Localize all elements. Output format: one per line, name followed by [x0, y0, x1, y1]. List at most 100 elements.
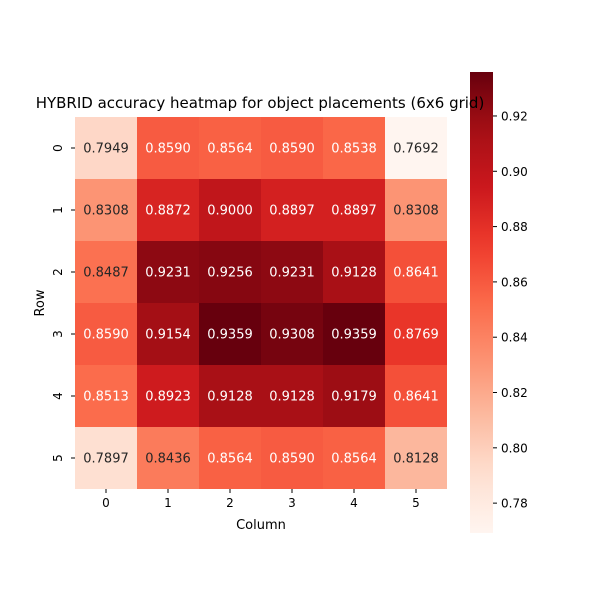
heatmap-cell: [261, 303, 323, 365]
heatmap-cell: [261, 117, 323, 179]
heatmap-cell: [75, 365, 137, 427]
cell-value-label: 0.8487: [83, 266, 129, 281]
cell-value-label: 0.8513: [83, 390, 129, 405]
heatmap-cell: [75, 427, 137, 489]
chart-title: HYBRID accuracy heatmap for object place…: [36, 94, 485, 112]
heatmap-cell: [199, 365, 261, 427]
cell-value-label: 0.8308: [83, 204, 129, 219]
heatmap-cell: [385, 179, 447, 241]
heatmap-cell: [323, 365, 385, 427]
heatmap-cell: [261, 427, 323, 489]
cell-value-label: 0.9179: [331, 390, 377, 405]
y-tick-label: 2: [51, 268, 65, 276]
heatmap-cell: [137, 303, 199, 365]
heatmap-cell: [261, 241, 323, 303]
heatmap-cell: [261, 365, 323, 427]
y-tick-label: 3: [51, 330, 65, 338]
cell-value-label: 0.9128: [207, 390, 253, 405]
cell-value-label: 0.8641: [393, 266, 439, 281]
x-tick-label: 1: [164, 496, 172, 510]
cell-value-label: 0.9359: [207, 328, 253, 343]
heatmap-cell: [385, 427, 447, 489]
cell-value-label: 0.8590: [269, 142, 315, 157]
heatmap-cell: [137, 365, 199, 427]
colorbar-tick-label: 0.82: [501, 386, 528, 400]
colorbar-tick-label: 0.80: [501, 441, 528, 455]
x-tick-label: 2: [226, 496, 234, 510]
cell-value-label: 0.8590: [145, 142, 191, 157]
cell-value-label: 0.7692: [393, 142, 439, 157]
y-tick-label: 0: [51, 144, 65, 152]
x-tick-label: 3: [288, 496, 296, 510]
heatmap-cell: [137, 117, 199, 179]
heatmap-cell: [385, 241, 447, 303]
colorbar-tick-label: 0.78: [501, 497, 528, 511]
y-axis-ticks: 0 1 2 3 4 5: [51, 144, 75, 462]
x-axis-label: Column: [236, 518, 286, 533]
heatmap-cells: [75, 117, 447, 489]
cell-value-label: 0.8538: [331, 142, 377, 157]
cell-value-label: 0.9000: [207, 204, 253, 219]
x-axis-ticks: 0 1 2 3 4 5: [102, 489, 420, 510]
heatmap-cell: [323, 179, 385, 241]
y-tick-label: 1: [51, 206, 65, 214]
cell-value-label: 0.9128: [269, 390, 315, 405]
heatmap-cell: [261, 179, 323, 241]
heatmap-cell: [199, 117, 261, 179]
cell-value-label: 0.8308: [393, 204, 439, 219]
cell-value-label: 0.9128: [331, 266, 377, 281]
heatmap-cell: [385, 303, 447, 365]
colorbar-tick-label: 0.84: [501, 331, 528, 345]
x-tick-label: 5: [412, 496, 420, 510]
heatmap-cell: [75, 179, 137, 241]
cell-value-label: 0.8641: [393, 390, 439, 405]
heatmap-cell: [323, 241, 385, 303]
cell-value-label: 0.8897: [269, 204, 315, 219]
colorbar-tick-label: 0.86: [501, 275, 528, 289]
colorbar-gradient: [470, 72, 493, 533]
cell-value-label: 0.8923: [145, 390, 191, 405]
colorbar-tick-label: 0.92: [501, 109, 528, 123]
heatmap-cell: [75, 241, 137, 303]
cell-value-label: 0.8128: [393, 452, 439, 467]
cell-value-label: 0.8872: [145, 204, 191, 219]
cell-value-label: 0.9154: [145, 328, 191, 343]
cell-value-label: 0.7897: [83, 452, 129, 467]
x-tick-label: 0: [102, 496, 110, 510]
heatmap-cell: [137, 427, 199, 489]
cell-value-label: 0.9359: [331, 328, 377, 343]
heatmap-cell: [199, 179, 261, 241]
cell-value-label: 0.8590: [83, 328, 129, 343]
cell-value-label: 0.9231: [145, 266, 191, 281]
cell-value-label: 0.7949: [83, 142, 129, 157]
cell-value-label: 0.9231: [269, 266, 315, 281]
cell-value-label: 0.8564: [207, 452, 253, 467]
heatmap-cell: [199, 427, 261, 489]
heatmap-cell: [199, 303, 261, 365]
heatmap-cell: [323, 117, 385, 179]
y-axis-label: Row: [33, 289, 48, 316]
heatmap-cell: [199, 241, 261, 303]
cell-value-label: 0.8897: [331, 204, 377, 219]
y-tick-label: 5: [51, 454, 65, 462]
cell-value-labels: 0.7949 0.8590 0.8564 0.8590 0.8538 0.7692 0.83…: [83, 142, 439, 467]
cell-value-label: 0.9308: [269, 328, 315, 343]
heatmap-cell: [137, 241, 199, 303]
cell-value-label: 0.8564: [331, 452, 377, 467]
heatmap-cell: [75, 117, 137, 179]
colorbar: 0.78 0.80 0.82 0.84 0.86 0.88 0.90 0.92: [470, 72, 528, 533]
cell-value-label: 0.8436: [145, 452, 191, 467]
heatmap-cell: [323, 303, 385, 365]
heatmap-cell: [75, 303, 137, 365]
y-tick-label: 4: [51, 392, 65, 400]
cell-value-label: 0.9256: [207, 266, 253, 281]
heatmap-cell: [323, 427, 385, 489]
colorbar-tick-label: 0.90: [501, 165, 528, 179]
x-tick-label: 4: [350, 496, 358, 510]
heatmap-cell: [385, 365, 447, 427]
cell-value-label: 0.8590: [269, 452, 315, 467]
colorbar-tick-label: 0.88: [501, 220, 528, 234]
heatmap-cell: [137, 179, 199, 241]
heatmap-cell: [385, 117, 447, 179]
